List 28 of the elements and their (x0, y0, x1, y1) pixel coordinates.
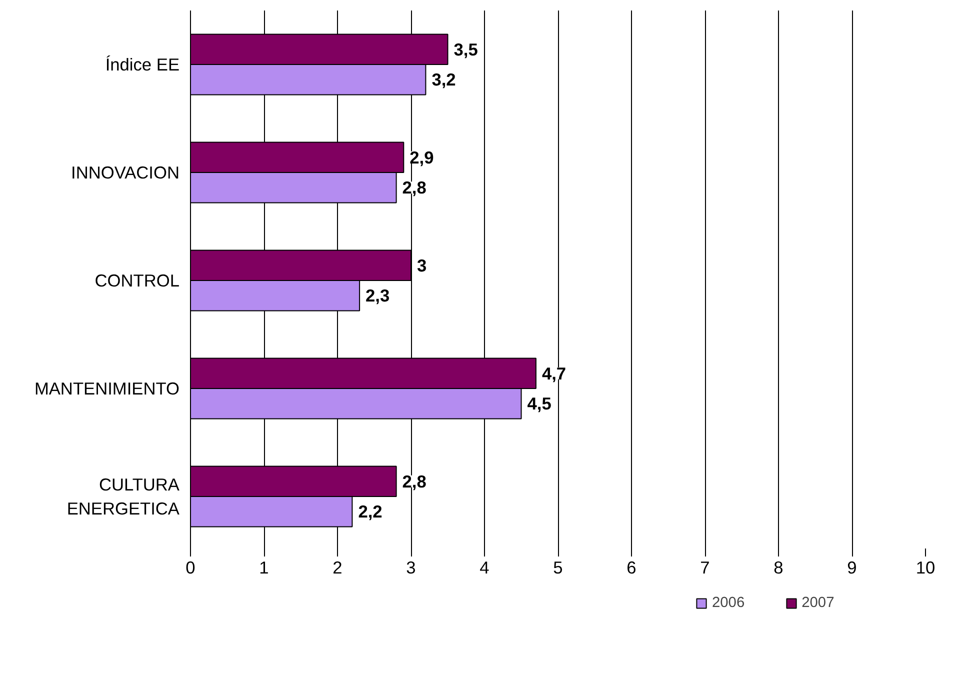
legend-label: 2006 (712, 595, 745, 611)
data-label: 3,5 (454, 39, 478, 60)
y-tick-label: MANTENIMIENTO (34, 378, 180, 398)
data-label: 4,7 (542, 363, 566, 384)
x-tick-label: 1 (259, 558, 269, 578)
data-label: 2,8 (402, 471, 427, 492)
x-tick-label: 4 (480, 558, 490, 578)
data-label: 3 (417, 255, 427, 276)
y-tick-label: CONTROL (94, 270, 180, 290)
data-label: 4,5 (527, 394, 552, 414)
x-tick-label: 5 (553, 558, 563, 578)
x-tick-label: 2 (332, 558, 342, 578)
data-label: 3,2 (432, 70, 456, 90)
x-tick-label: 0 (186, 558, 196, 578)
legend-label: 2007 (802, 595, 834, 611)
x-tick-label: 3 (406, 558, 416, 578)
x-tick-label: 10 (916, 558, 936, 578)
data-label: 2,8 (402, 178, 427, 198)
data-label: 2,3 (366, 286, 390, 306)
x-tick-label: 6 (626, 558, 636, 578)
y-tick-label: Índice EE (105, 54, 180, 74)
data-label: 2,9 (410, 147, 434, 168)
y-tick-label: INNOVACION (71, 162, 180, 182)
y-tick-label: CULTURA ENERGETICA (66, 474, 180, 518)
x-tick-label: 8 (774, 558, 784, 578)
x-tick-label: 9 (847, 558, 857, 578)
data-label: 2,2 (358, 502, 382, 522)
x-tick-label: 7 (700, 558, 710, 578)
